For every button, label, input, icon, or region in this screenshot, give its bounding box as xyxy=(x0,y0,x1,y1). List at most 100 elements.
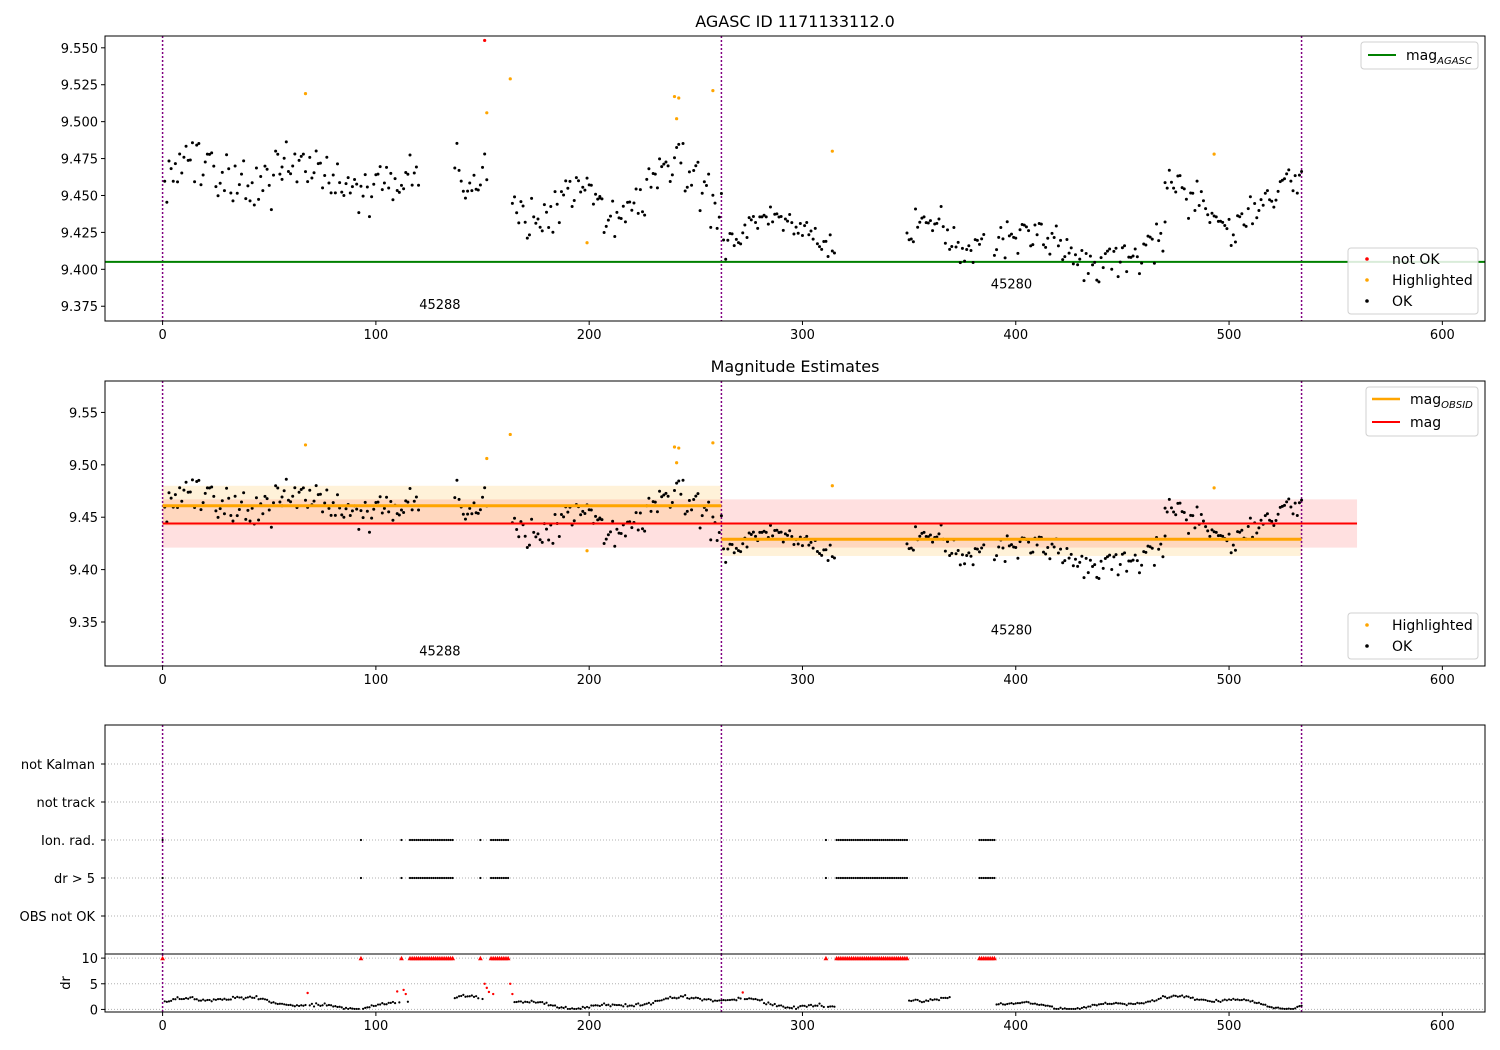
ok-point xyxy=(240,500,244,504)
ok-point xyxy=(1086,571,1090,575)
dr-point xyxy=(370,1004,373,1007)
ok-point xyxy=(758,215,762,219)
flag-point xyxy=(451,876,454,880)
dr-point xyxy=(172,998,175,1001)
ok-point xyxy=(960,553,964,557)
ok-point xyxy=(995,554,999,558)
dr-point xyxy=(1240,998,1243,1002)
dr-point xyxy=(769,1003,772,1006)
dr-point xyxy=(1255,1001,1258,1005)
dr-point xyxy=(327,1003,331,1007)
ok-point xyxy=(513,195,517,199)
ok-point xyxy=(478,183,482,187)
flag-point xyxy=(991,876,994,880)
legend-label-ok-mid: OK xyxy=(1392,639,1413,655)
dr-point xyxy=(929,998,932,1001)
dr-point xyxy=(577,1007,580,1010)
dr-point xyxy=(475,995,478,998)
highlighted-point xyxy=(672,445,677,449)
ok-point xyxy=(918,220,922,224)
dr-point xyxy=(1065,1007,1069,1011)
ok-point xyxy=(786,533,790,537)
flag-point xyxy=(991,838,994,842)
ok-point xyxy=(1009,232,1013,236)
flag-point xyxy=(449,876,452,880)
dr-point xyxy=(626,1005,629,1008)
ok-point xyxy=(717,531,721,535)
dr-point xyxy=(752,998,755,1001)
ok-point xyxy=(977,242,981,246)
dr-point xyxy=(641,1004,644,1007)
ok-point xyxy=(408,486,412,490)
ok-point xyxy=(1240,528,1244,532)
dr-point xyxy=(466,995,469,998)
ok-point xyxy=(521,204,525,208)
dr-point xyxy=(1215,998,1218,1001)
ok-point xyxy=(1059,547,1063,551)
ok-point xyxy=(455,478,459,482)
ok-point xyxy=(1210,211,1214,215)
ok-point xyxy=(824,239,828,243)
ok-point xyxy=(280,165,284,169)
flag-point xyxy=(494,838,497,842)
dr-point xyxy=(1238,999,1241,1002)
flag-point xyxy=(504,876,508,880)
svg-text:magOBSID: magOBSID xyxy=(1410,392,1473,411)
ok-point xyxy=(1052,545,1056,549)
flag-point xyxy=(882,838,885,842)
dr-point xyxy=(1057,1007,1060,1011)
ok-point xyxy=(278,172,282,176)
dr-point xyxy=(805,1005,808,1008)
ok-point xyxy=(483,152,487,156)
flag-point xyxy=(899,876,902,880)
flag-point xyxy=(432,876,435,880)
ok-point xyxy=(905,231,909,235)
dr-point xyxy=(671,996,674,1000)
ok-point xyxy=(1214,215,1218,219)
dr-point xyxy=(773,1002,776,1006)
ok-point xyxy=(681,478,685,482)
ok-point xyxy=(282,489,286,493)
ok-point xyxy=(604,224,608,228)
dr-point xyxy=(686,997,689,1000)
dr-point xyxy=(1134,1002,1137,1006)
dr-point xyxy=(240,996,243,999)
y-tick-label: 9.525 xyxy=(61,79,98,94)
ok-point xyxy=(515,528,519,532)
ok-point xyxy=(756,226,760,230)
highlighted-point xyxy=(672,94,677,99)
x-tick-label: 0 xyxy=(158,1019,166,1034)
dr-point xyxy=(560,1006,563,1009)
dr-point xyxy=(1193,998,1197,1001)
ok-point xyxy=(1280,178,1284,182)
ok-point xyxy=(826,558,830,562)
ok-point xyxy=(709,538,713,542)
ok-point xyxy=(570,204,574,208)
dr-point xyxy=(460,994,463,998)
dr-point xyxy=(216,998,220,1001)
ok-point xyxy=(685,185,689,189)
dr-point xyxy=(910,999,913,1003)
ok-point xyxy=(600,197,604,201)
dr-point xyxy=(997,1003,1000,1006)
ok-point xyxy=(1022,223,1026,227)
dr-point xyxy=(585,1005,589,1009)
dr-point xyxy=(197,999,200,1002)
ok-point xyxy=(1044,245,1048,249)
ok-point xyxy=(969,248,973,252)
dr-red-point xyxy=(741,991,744,994)
ok-point xyxy=(303,170,307,174)
flag-point xyxy=(856,838,860,842)
dr-point xyxy=(1157,997,1160,1001)
ok-point xyxy=(579,190,583,194)
dr-point xyxy=(1078,1007,1081,1011)
flag-point xyxy=(507,838,510,842)
top-x-ticks: 0 100 200 300 400 500 600 xyxy=(158,321,1455,343)
ok-point xyxy=(711,193,715,197)
ok-point xyxy=(1193,526,1197,530)
ok-point xyxy=(523,220,527,224)
ok-point xyxy=(517,535,521,539)
flag-point xyxy=(901,876,904,880)
dr-point xyxy=(660,999,663,1002)
